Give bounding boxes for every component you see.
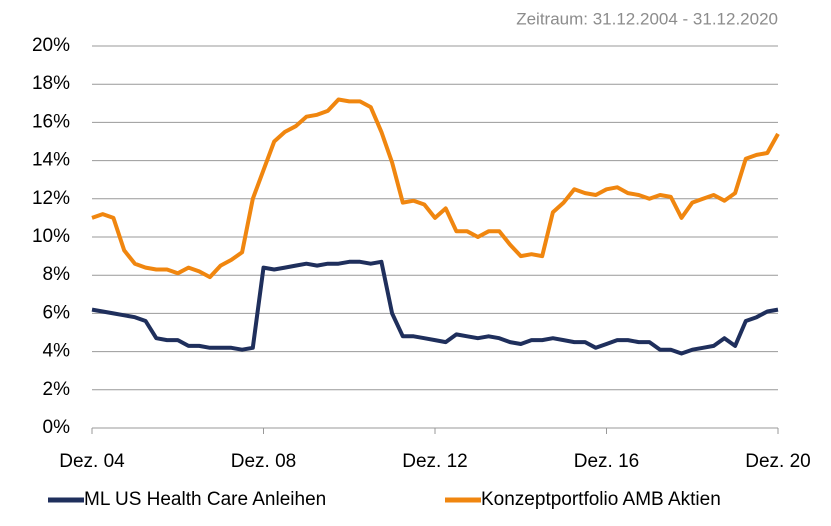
legend-label: Konzeptportfolio AMB Aktien <box>481 489 721 510</box>
y-tick-label: 0% <box>43 417 71 438</box>
x-tick-label: Dez. 08 <box>231 451 296 472</box>
x-tick-label: Dez. 16 <box>574 451 639 472</box>
y-tick-label: 12% <box>32 188 70 209</box>
legend-label: ML US Health Care Anleihen <box>84 489 326 510</box>
y-tick-label: 20% <box>32 35 70 56</box>
y-tick-label: 2% <box>43 379 71 400</box>
chart-subtitle: Zeitraum: 31.12.2004 - 31.12.2020 <box>516 9 778 28</box>
x-tick-label: Dez. 12 <box>402 451 467 472</box>
x-tick-label: Dez. 20 <box>745 451 810 472</box>
y-tick-label: 14% <box>32 150 70 171</box>
series-line <box>91 259 779 356</box>
x-tick-label: Dez. 04 <box>59 451 125 472</box>
y-tick-label: 6% <box>43 302 71 323</box>
y-tick-label: 4% <box>43 341 71 362</box>
y-tick-label: 10% <box>32 226 70 247</box>
y-tick-label: 16% <box>32 111 70 132</box>
series-line <box>91 97 780 280</box>
y-tick-label: 8% <box>43 264 71 285</box>
y-tick-label: 18% <box>32 73 70 94</box>
